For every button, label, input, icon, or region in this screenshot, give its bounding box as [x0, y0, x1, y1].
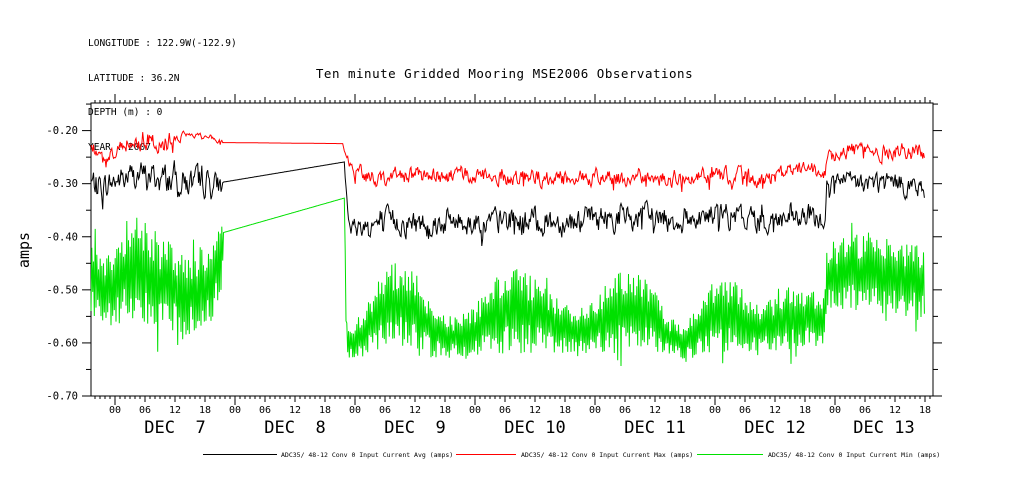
x-tick-label: 06: [139, 405, 151, 416]
x-tick-label: 06: [379, 405, 391, 416]
y-tick-label: -0.30: [46, 178, 78, 190]
x-tick-label: 06: [619, 405, 631, 416]
x-tick-label: 12: [649, 405, 661, 416]
chart-title: Ten minute Gridded Mooring MSE2006 Obser…: [315, 66, 694, 81]
x-tick-label: 06: [739, 405, 751, 416]
legend-label-avg: ADC35/ 48-12 Conv 0 Input Current Avg (a…: [281, 451, 454, 459]
x-day-label: DEC 10: [504, 418, 565, 438]
x-tick-label: 18: [919, 405, 931, 416]
x-day-label: DEC 12: [744, 418, 805, 438]
legend-label-max: ADC35/ 48-12 Conv 0 Input Current Max (a…: [521, 451, 694, 459]
x-tick-label: 12: [769, 405, 781, 416]
x-tick-label: 12: [529, 405, 541, 416]
x-tick-label: 00: [709, 405, 721, 416]
y-tick-label: -0.20: [46, 125, 78, 137]
x-day-label: DEC 13: [853, 418, 914, 438]
x-day-label: DEC 11: [624, 418, 685, 438]
x-tick-label: 00: [229, 405, 241, 416]
y-tick-label: -0.50: [46, 284, 78, 296]
metadata-line-depth: DEPTH (m) : 0: [88, 107, 163, 118]
x-day-label: DEC 9: [384, 418, 445, 438]
series-line-max: [90, 130, 925, 193]
legend: ADC35/ 48-12 Conv 0 Input Current Avg (a…: [0, 446, 1009, 462]
y-tick-label: -0.40: [46, 231, 78, 243]
x-tick-label: 18: [199, 405, 211, 416]
legend-label-min: ADC35/ 48-12 Conv 0 Input Current Min (a…: [768, 451, 941, 459]
metadata-line-latitude: LATITUDE : 36.2N: [88, 72, 180, 84]
x-tick-label: 18: [559, 405, 571, 416]
x-tick-label: 00: [829, 405, 841, 416]
x-tick-label: 18: [799, 405, 811, 416]
x-day-label: DEC 8: [264, 418, 325, 438]
plot-frame: [90, 102, 934, 397]
x-tick-label: 00: [589, 405, 601, 416]
x-tick-label: 06: [499, 405, 511, 416]
legend-line-max: [456, 454, 516, 455]
x-tick-label: 00: [349, 405, 361, 416]
legend-line-min: [697, 454, 763, 455]
legend-line-avg: [203, 454, 277, 455]
x-tick-label: 12: [409, 405, 421, 416]
x-tick-label: 12: [289, 405, 301, 416]
x-tick-label: 00: [469, 405, 481, 416]
series-line-min: [90, 197, 925, 367]
x-tick-label: 06: [259, 405, 271, 416]
x-tick-label: 18: [439, 405, 451, 416]
series-line-avg: [90, 160, 925, 247]
metadata-line-longitude: LONGITUDE : 122.9W(-122.9): [88, 38, 237, 49]
x-tick-label: 18: [319, 405, 331, 416]
x-tick-label: 18: [679, 405, 691, 416]
x-tick-label: 12: [169, 405, 181, 416]
y-tick-label: -0.70: [46, 391, 78, 403]
y-tick-label: -0.60: [46, 337, 78, 349]
x-tick-label: 12: [889, 405, 901, 416]
x-tick-label: 06: [859, 405, 871, 416]
x-day-label: DEC 7: [144, 418, 205, 438]
x-tick-label: 00: [109, 405, 121, 416]
